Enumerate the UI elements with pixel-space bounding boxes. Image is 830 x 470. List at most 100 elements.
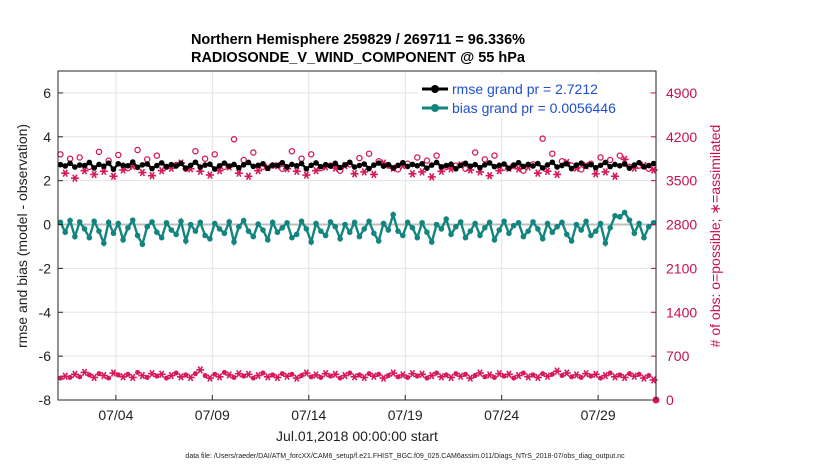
rmse-point (607, 163, 613, 170)
obs-assimilated-point (429, 173, 435, 181)
bias-point (264, 237, 271, 243)
obs-possible-point (462, 165, 469, 173)
obs-assimilated-point (361, 168, 367, 176)
rmse-point (221, 160, 228, 166)
bias-point (636, 220, 642, 227)
obs-count-point (400, 371, 406, 379)
rmse-point (549, 159, 556, 166)
obs-assimilated-point (535, 169, 541, 178)
obs-possible-point (288, 147, 296, 155)
bias-point (57, 219, 64, 226)
obs-possible-point (250, 149, 257, 156)
legend-rmse-label: rmse grand pr = 2.7212 (452, 81, 598, 97)
bias-point (231, 239, 237, 245)
bias-point (409, 225, 416, 231)
bias-point (221, 230, 228, 237)
bias-point (380, 220, 387, 227)
bias-point (187, 221, 194, 228)
bias-point (506, 230, 512, 237)
obs-count-point (164, 375, 170, 381)
obs-count-point (549, 371, 555, 377)
rmse-point (395, 162, 401, 169)
obs-count-point (120, 372, 126, 381)
rmse-point (240, 162, 247, 168)
obs-count-point (409, 369, 416, 378)
obs-possible-point (616, 152, 624, 159)
bias-point (549, 229, 556, 236)
x-tick-label: 07/14 (291, 407, 326, 423)
obs-count-point (270, 372, 276, 378)
obs-count-point (192, 371, 198, 377)
bias-point (501, 218, 507, 225)
rmse-point (255, 162, 261, 169)
rmse-point (303, 166, 310, 172)
x-tick-label: 07/24 (484, 407, 519, 423)
bias-point (453, 223, 459, 230)
bias-point (62, 229, 69, 236)
obs-count-point (515, 371, 522, 380)
obs-count-point (332, 370, 338, 379)
y-right-tick-label: 3500 (666, 173, 697, 189)
obs-count-point (636, 371, 642, 377)
obs-count-point (91, 373, 97, 382)
obs-count-point (221, 369, 227, 375)
obs-count-point (602, 371, 609, 380)
x-tick-label: 07/19 (388, 407, 423, 423)
obs-count-point (289, 371, 295, 377)
bias-point (433, 221, 440, 228)
rmse-point (216, 162, 223, 169)
rmse-point (250, 163, 257, 170)
obs-count-point (322, 369, 329, 378)
obs-count-point (535, 373, 541, 382)
rmse-point (72, 164, 78, 170)
y-axis-label: rmse and bias (model - observation) (14, 124, 30, 348)
rmse-point (467, 163, 474, 169)
rmse-point (144, 161, 151, 167)
rmse-point (414, 162, 421, 169)
obs-possible-point (307, 151, 315, 158)
rmse-point (197, 164, 204, 170)
obs-count-point (463, 371, 469, 377)
bias-point (559, 219, 565, 226)
obs-count-lower-series (57, 366, 660, 404)
bias-point (602, 240, 609, 246)
rmse-point (510, 162, 517, 168)
obs-count-point (496, 369, 502, 378)
bias-point (178, 218, 184, 225)
bias-point (269, 219, 276, 226)
rmse-point (530, 163, 536, 169)
bias-point (626, 217, 633, 223)
bias-point (134, 232, 141, 239)
obs-count-point (101, 371, 107, 380)
rmse-point (568, 165, 575, 172)
bias-point (568, 238, 575, 244)
rmse-point (573, 162, 580, 168)
obs-assimilated-point (81, 166, 88, 175)
obs-assimilated-point (72, 174, 78, 183)
obs-count-point (245, 370, 252, 379)
obs-count-point (598, 375, 604, 381)
obs-possible-point (491, 152, 498, 159)
obs-count-point (443, 372, 449, 378)
obs-count-point (434, 370, 440, 376)
rmse-point (274, 162, 281, 169)
obs-count-point (72, 370, 78, 379)
rmse-point (361, 161, 368, 167)
obs-possible-point (481, 156, 489, 163)
obs-count-point (313, 371, 319, 379)
bias-point (361, 226, 368, 232)
y-right-tick-label: 0 (666, 392, 674, 408)
bias-point (462, 234, 469, 241)
y-right-tick-label: 2800 (666, 217, 697, 233)
obs-count-point (255, 371, 261, 380)
data-file-footer: data file: /Users/raeder/DAI/ATM_forcXX/… (185, 453, 625, 460)
bias-line (59, 210, 655, 248)
obs-assimilated-point (351, 169, 358, 178)
obs-count-point (646, 373, 652, 379)
bias-point (395, 228, 401, 234)
rmse-point (260, 160, 266, 167)
bias-point (284, 219, 290, 226)
obs-count-point (149, 369, 155, 378)
y-tick-label: 4 (43, 129, 51, 145)
obs-count-point (231, 374, 237, 380)
